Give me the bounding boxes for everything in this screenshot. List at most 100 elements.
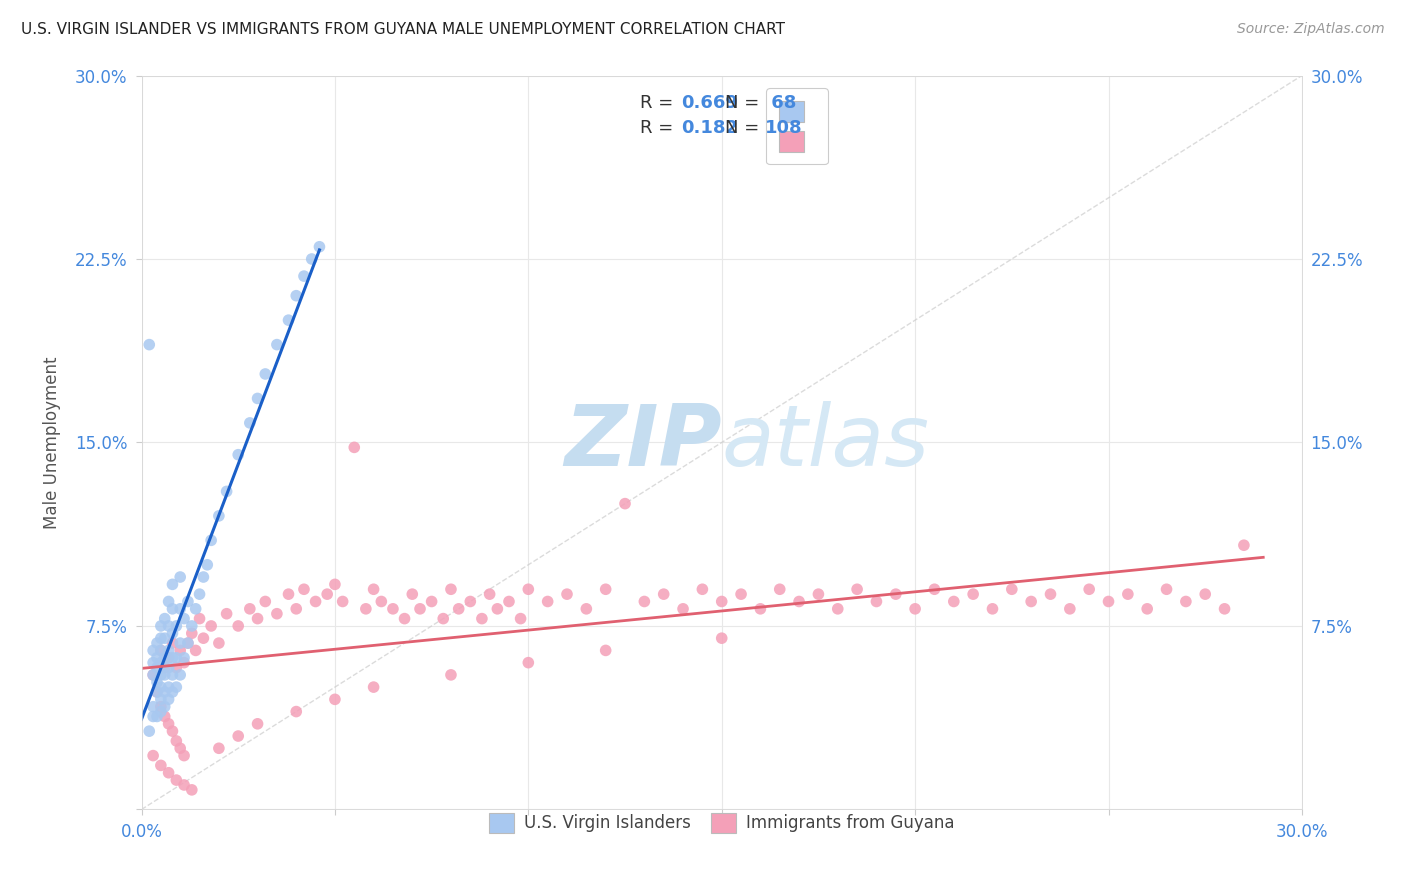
Point [354,602,377,616]
Point [208,741,231,756]
Point [215,484,238,499]
Point [1174,594,1197,608]
Point [138,724,160,739]
Point [323,577,346,591]
Point [208,508,231,523]
Point [169,741,191,756]
Point [157,765,180,780]
Point [517,656,540,670]
Point [142,748,165,763]
Point [1116,587,1139,601]
Point [149,643,172,657]
Point [157,692,180,706]
Point [195,558,218,572]
Point [180,626,202,640]
Point [343,441,366,455]
Point [149,758,172,772]
Point [169,602,191,616]
Point [173,650,195,665]
Point [153,668,176,682]
Point [1001,582,1024,597]
Point [165,734,187,748]
Point [142,643,165,657]
Point [149,631,172,645]
Point [865,594,887,608]
Point [162,636,184,650]
Point [285,602,308,616]
Point [254,367,277,381]
Point [498,594,520,608]
Point [575,602,598,616]
Point [226,448,249,462]
Point [432,612,454,626]
Point [285,288,308,302]
Point [846,582,869,597]
Point [827,602,849,616]
Point [162,602,184,616]
Point [239,602,262,616]
Point [153,660,176,674]
Point [157,594,180,608]
Point [149,668,172,682]
Text: 0.182: 0.182 [681,120,738,137]
Text: N =: N = [725,120,765,137]
Point [301,252,323,266]
Point [157,660,180,674]
Point [730,587,752,601]
Point [165,650,187,665]
Point [749,602,772,616]
Point [184,602,207,616]
Point [692,582,714,597]
Point [246,716,269,731]
Point [165,619,187,633]
Point [266,607,288,621]
Point [471,612,494,626]
Point [1156,582,1178,597]
Point [447,602,470,616]
Point [180,619,202,633]
Text: 0.669: 0.669 [681,94,738,112]
Point [942,594,965,608]
Text: U.S. VIRGIN ISLANDER VS IMMIGRANTS FROM GUYANA MALE UNEMPLOYMENT CORRELATION CHA: U.S. VIRGIN ISLANDER VS IMMIGRANTS FROM … [21,22,785,37]
Point [157,680,180,694]
Point [1019,594,1042,608]
Point [142,709,165,723]
Point [173,656,195,670]
Point [157,643,180,657]
Point [169,570,191,584]
Point [162,668,184,682]
Point [710,594,733,608]
Point [149,656,172,670]
Point [138,337,160,351]
Point [537,594,560,608]
Point [440,582,463,597]
Point [173,778,195,792]
Point [149,680,172,694]
Point [1039,587,1062,601]
Point [1097,594,1119,608]
Point [162,685,184,699]
Text: Source: ZipAtlas.com: Source: ZipAtlas.com [1237,22,1385,37]
Point [962,587,984,601]
Point [409,602,432,616]
Point [769,582,792,597]
Point [169,636,191,650]
Point [184,643,207,657]
Point [142,668,165,682]
Point [394,612,416,626]
Point [157,650,180,665]
Point [226,619,249,633]
Point [239,416,262,430]
Point [177,636,200,650]
Point [1194,587,1216,601]
Point [157,619,180,633]
Point [1213,602,1236,616]
Point [157,716,180,731]
Point [153,709,176,723]
Point [188,587,211,601]
Point [370,594,392,608]
Point [266,337,288,351]
Text: 68: 68 [765,94,796,112]
Point [146,660,169,674]
Point [285,705,308,719]
